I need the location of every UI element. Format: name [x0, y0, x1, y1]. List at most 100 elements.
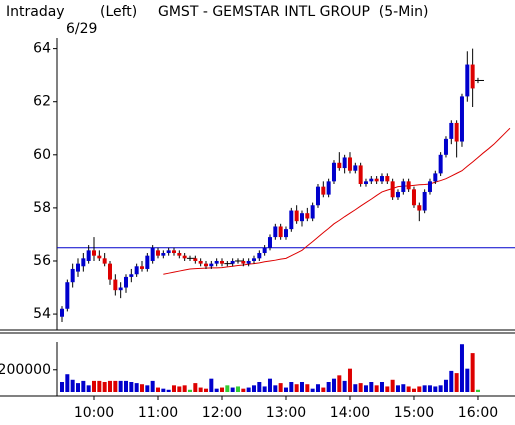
candle-body [97, 255, 102, 259]
candle-body [363, 181, 368, 184]
volume-bar [65, 374, 70, 392]
volume-bar [251, 385, 256, 392]
volume-bar [438, 385, 443, 392]
volume-bar [353, 384, 358, 392]
candle-body [246, 260, 251, 264]
volume-bar [289, 382, 294, 392]
mode-label: Intraday [6, 4, 65, 20]
volume-bar [379, 382, 384, 392]
volume-bar [294, 384, 299, 392]
volume-bar [411, 388, 416, 392]
volume-bar [203, 388, 208, 392]
volume-bar [102, 382, 107, 392]
candle-body [150, 247, 155, 261]
volume-bar [406, 386, 411, 392]
candle-body [331, 162, 336, 182]
candle-body [251, 258, 256, 261]
volume-bar [139, 384, 144, 392]
candle-body [129, 274, 134, 277]
candle-body [198, 260, 203, 264]
candle-body [433, 173, 438, 182]
volume-bar [113, 380, 118, 392]
volume-bar [417, 386, 422, 392]
y-tick-label: 56 [33, 253, 51, 269]
volume-bar [315, 384, 320, 392]
candle-body [395, 191, 400, 198]
volume-bar [401, 384, 406, 392]
candle-body [369, 178, 374, 182]
candle-body [118, 287, 123, 291]
volume-bar [166, 389, 171, 392]
candle-body [193, 258, 198, 261]
candle-body [305, 213, 310, 219]
y-tick-label: 58 [33, 200, 51, 216]
volume-bar [331, 378, 336, 392]
candle-body [465, 64, 470, 97]
volume-bar [246, 387, 251, 392]
volume-bar [273, 385, 278, 392]
candle-body [107, 263, 112, 280]
volume-bar [214, 388, 219, 392]
volume-bar [310, 388, 315, 392]
candle-body [241, 260, 246, 264]
candle-body [422, 191, 427, 211]
volume-bar [299, 382, 304, 392]
volume-bar [171, 385, 176, 392]
volume-bar [422, 385, 427, 392]
volume-bar [283, 387, 288, 392]
volume-bar [129, 382, 134, 392]
volume-bar [225, 385, 230, 392]
volume-bar [86, 385, 91, 392]
y-tick-label: 60 [33, 147, 51, 163]
volume-bar [433, 386, 438, 392]
volume-bar [235, 386, 240, 392]
candle-body [438, 154, 443, 174]
x-tick-label: 10:00 [74, 405, 114, 421]
volume-bar [347, 368, 352, 392]
volume-bar [118, 380, 123, 392]
candle-body [86, 250, 91, 261]
volume-tick-label: 200000 [0, 362, 51, 378]
candle-body [102, 258, 107, 264]
volume-bar [177, 386, 182, 392]
candle-body [203, 263, 208, 267]
volume-bar [91, 380, 96, 392]
volume-bar [363, 385, 368, 392]
volume-bar [209, 378, 214, 392]
volume-bar [475, 389, 480, 392]
candle-body [459, 96, 464, 142]
candle-body [91, 250, 96, 256]
candle-body [273, 226, 278, 238]
candle-body [347, 157, 352, 171]
candle-body [315, 186, 320, 206]
candle-body [390, 181, 395, 198]
volume-bar [321, 387, 326, 392]
x-tick-label: 11:00 [138, 405, 178, 421]
candle-body [449, 122, 454, 139]
candle-body [182, 255, 187, 259]
volume-bar [193, 383, 198, 392]
volume-bar [374, 385, 379, 392]
volume-bar [278, 383, 283, 392]
volume-bar [395, 385, 400, 392]
candle-body [65, 282, 70, 309]
volume-bar [385, 386, 390, 392]
candle-body [70, 268, 75, 283]
candle-body [177, 253, 182, 256]
candle-body [342, 157, 347, 169]
x-tick-label: 15:00 [394, 405, 434, 421]
candle-body [75, 263, 80, 272]
candle-body [379, 176, 384, 182]
volume-bar [326, 382, 331, 392]
candle-body [310, 205, 315, 219]
candle-body [139, 266, 144, 269]
volume-bar [465, 368, 470, 392]
y-tick-label: 64 [33, 41, 51, 57]
volume-bar [198, 387, 203, 392]
candle-body [257, 253, 262, 259]
candle-body [278, 226, 283, 238]
volume-bar [107, 380, 112, 392]
candle-body [123, 276, 128, 288]
volume-bar [155, 387, 160, 392]
